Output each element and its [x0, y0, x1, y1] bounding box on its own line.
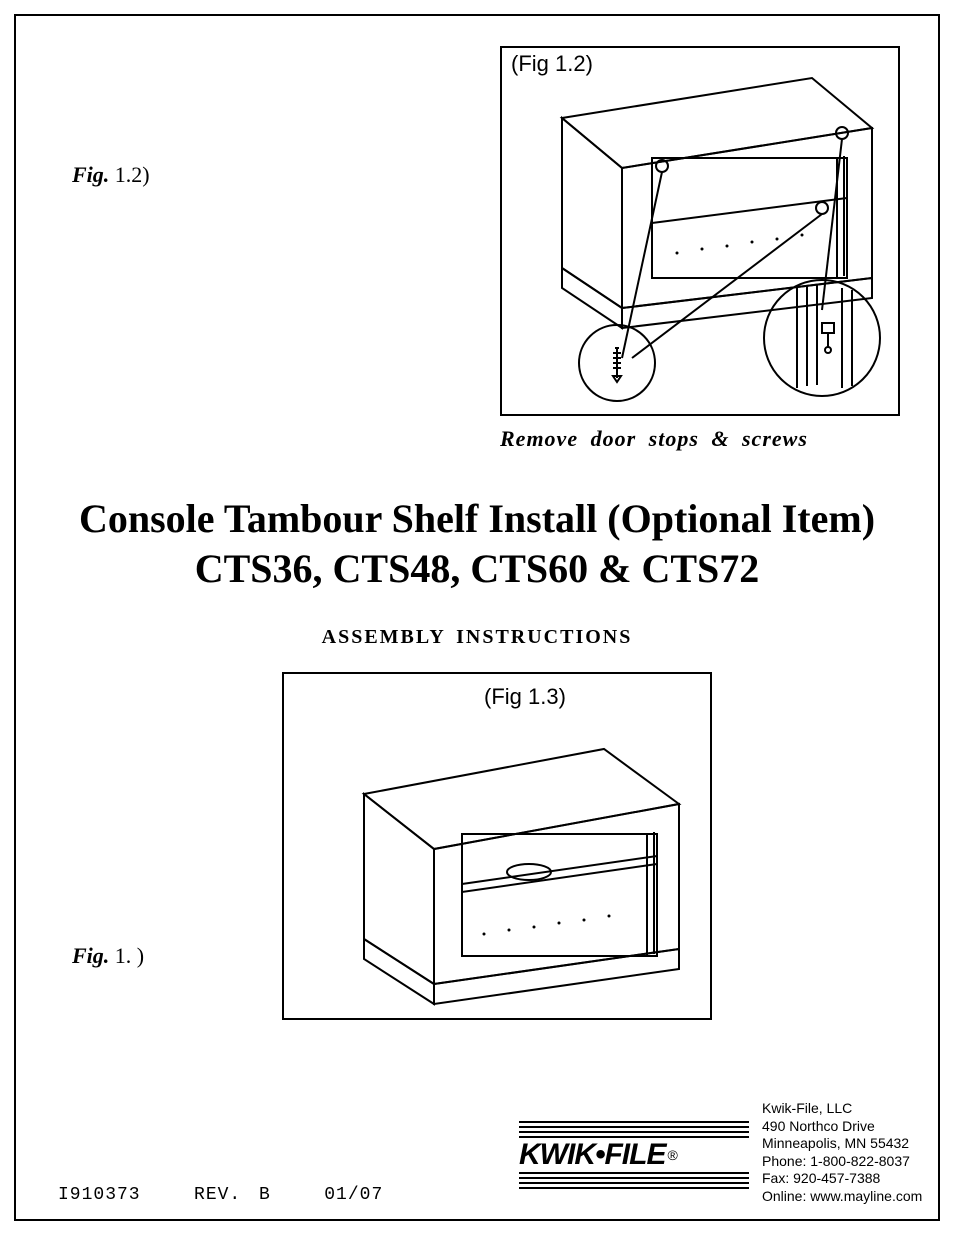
page-subtitle: ASSEMBLY INSTRUCTIONS — [16, 626, 938, 649]
fig-suffix: 1. ) — [109, 943, 144, 968]
fig-prefix: Fig. — [72, 943, 109, 968]
company-phone: 1-800-822-8037 — [810, 1153, 910, 1169]
page-frame: Fig. 1.2) — [14, 14, 940, 1221]
online-label: Online: — [762, 1188, 810, 1204]
doc-date: 01/07 — [324, 1185, 383, 1205]
fig12-drawing — [502, 48, 898, 414]
doc-id: I910373 — [58, 1185, 141, 1205]
fig12-box — [500, 46, 900, 416]
company-online: www.mayline.com — [810, 1188, 922, 1204]
brand-logo: KWIK•FILE® — [519, 1121, 749, 1193]
company-fax: 920-457-7388 — [793, 1170, 880, 1186]
page-title: Console Tambour Shelf Install (Optional … — [16, 494, 938, 594]
company-name: Kwik-File, LLC — [762, 1100, 922, 1118]
fig13-inlabel: (Fig 1.3) — [484, 684, 566, 710]
fax-label: Fax: — [762, 1170, 793, 1186]
fig13-drawing — [284, 674, 710, 1018]
footer-address: Kwik-File, LLC 490 Northco Drive Minneap… — [762, 1100, 922, 1205]
doc-rev: REV. B — [194, 1185, 271, 1205]
brand-logo-text: KWIK•FILE — [519, 1140, 665, 1170]
fig12-inlabel: (Fig 1.2) — [511, 51, 593, 77]
fig12-caption: Remove door stops & screws — [500, 426, 900, 452]
fig13-box — [282, 672, 712, 1020]
fig-suffix: 1.2) — [109, 162, 149, 187]
fig12-side-label: Fig. 1.2) — [72, 162, 150, 188]
fig-prefix: Fig. — [72, 162, 109, 187]
footer-docrev: I910373 REV. B 01/07 — [58, 1185, 383, 1205]
brand-logo-reg: ® — [667, 1148, 676, 1162]
company-street: 490 Northco Drive — [762, 1118, 922, 1136]
fig1-side-label: Fig. 1. ) — [72, 943, 144, 969]
company-citystate: Minneapolis, MN 55432 — [762, 1135, 922, 1153]
phone-label: Phone: — [762, 1153, 810, 1169]
